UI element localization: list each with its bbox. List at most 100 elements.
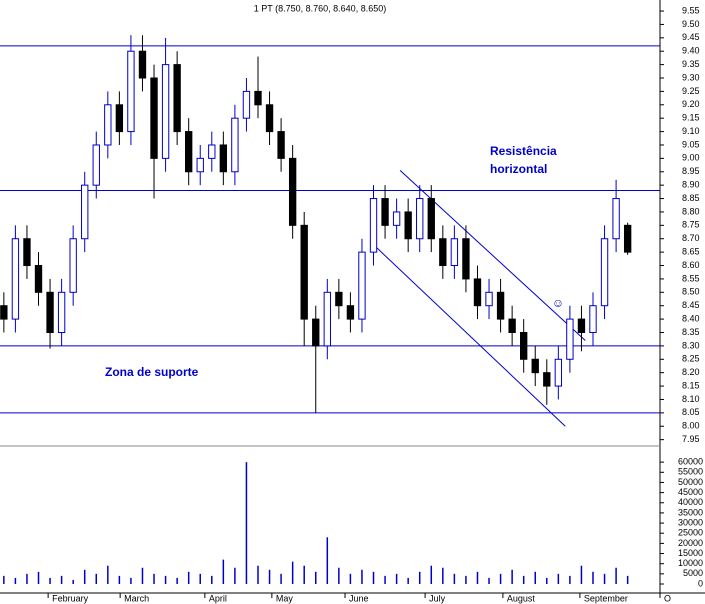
candle-body (11, 238, 20, 320)
candle-body (127, 50, 135, 133)
x-tick-label: July (429, 593, 446, 603)
y-tick-label: 8.95 (682, 166, 700, 176)
candle-body (300, 224, 308, 320)
candle-body (600, 238, 609, 307)
candle-body (566, 318, 574, 360)
x-tick-label: June (349, 593, 369, 603)
y-tick-label: 9.50 (682, 19, 700, 29)
candle-body (508, 318, 516, 333)
annotation: ☺ (552, 296, 564, 310)
candle-body (462, 238, 470, 280)
y-tick-label: 8.80 (682, 206, 700, 216)
chart-title: 1 PT (8.750, 8.760, 8.640, 8.650) (254, 3, 386, 13)
y-tick-label: 9.05 (682, 139, 700, 149)
y-tick-label: 9.15 (682, 113, 700, 123)
volume-tick-label: 40000 (678, 497, 703, 507)
candle-body (161, 64, 170, 159)
volume-tick-label: 5000 (683, 568, 703, 578)
volume-tick-label: 60000 (678, 457, 703, 467)
y-tick-label: 8.45 (682, 300, 700, 310)
y-tick-label: 8.50 (682, 287, 700, 297)
y-tick-label: 8.25 (682, 354, 700, 364)
candle-body (450, 238, 459, 267)
candle-body (404, 211, 412, 240)
y-tick-label: 8.75 (682, 220, 700, 230)
volume-tick-label: 15000 (678, 548, 703, 558)
candle-body (277, 131, 285, 159)
y-tick-label: 8.40 (682, 313, 700, 323)
candle-body (81, 184, 89, 240)
y-tick-label: 9.10 (682, 126, 700, 136)
volume-tick-label: 0 (698, 578, 703, 588)
x-tick-label: March (124, 593, 149, 603)
y-tick-label: 8.70 (682, 233, 700, 243)
y-tick-label: 8.30 (682, 340, 700, 350)
candle-body (46, 291, 54, 333)
x-tick-label: February (52, 593, 89, 603)
y-tick-label: 8.60 (682, 260, 700, 270)
candle-body (392, 211, 401, 226)
y-tick-label: 8.15 (682, 380, 700, 390)
candle-body (623, 224, 632, 253)
candle-body (312, 318, 320, 347)
y-tick-label: 9.20 (682, 99, 700, 109)
candle-body (231, 117, 239, 173)
candle-body (520, 331, 528, 360)
candle-body (381, 198, 389, 226)
candle-body (335, 291, 343, 307)
volume-tick-label: 25000 (678, 528, 703, 538)
y-tick-label: 9.35 (682, 59, 700, 69)
annotation: horizontal (490, 162, 547, 176)
candle-body (173, 64, 181, 133)
candle-body (196, 157, 204, 173)
y-tick-label: 8.90 (682, 180, 700, 190)
y-tick-label: 9.45 (682, 32, 700, 42)
y-tick-label: 8.35 (682, 327, 700, 337)
volume-tick-label: 10000 (678, 558, 703, 568)
candle-body (485, 291, 493, 307)
candle-body (150, 77, 158, 159)
y-tick-label: 8.10 (682, 394, 700, 404)
candle-body (0, 305, 8, 320)
candle-body (554, 358, 563, 387)
y-tick-label: 7.95 (682, 434, 700, 444)
candle-body (531, 358, 539, 374)
candle-body (115, 104, 124, 133)
y-tick-label: 8.05 (682, 407, 700, 417)
candle-body (57, 291, 66, 333)
candle-body (254, 90, 262, 106)
y-tick-label: 8.65 (682, 247, 700, 257)
candle-body (34, 265, 43, 293)
annotation: Zona de suporte (105, 365, 199, 379)
volume-tick-label: 35000 (678, 507, 703, 517)
candle-body (427, 198, 435, 240)
candle-body (288, 157, 297, 226)
candle-body (612, 198, 620, 240)
candle-body (92, 144, 100, 186)
candle-body (242, 90, 251, 119)
candle-body (69, 238, 77, 293)
y-tick-label: 9.25 (682, 86, 700, 96)
candle-body (219, 144, 228, 173)
annotation: Resistência (490, 144, 557, 158)
volume-tick-label: 30000 (678, 517, 703, 527)
candle-body (473, 278, 482, 307)
candle-body (104, 104, 112, 146)
volume-tick-label: 45000 (678, 487, 703, 497)
candle-body (369, 198, 378, 253)
y-tick-label: 9.55 (682, 5, 700, 15)
candle-body (138, 50, 147, 79)
volume-tick-label: 50000 (678, 477, 703, 487)
candle-body (543, 372, 551, 387)
candle-body (23, 238, 31, 267)
y-tick-label: 8.55 (682, 273, 700, 283)
y-tick-label: 8.20 (682, 367, 700, 377)
y-tick-label: 9.30 (682, 72, 700, 82)
candle-body (265, 104, 274, 133)
x-tick-label: August (507, 593, 536, 603)
candle-body (358, 251, 366, 320)
candle-body (346, 305, 355, 320)
candle-body (323, 291, 331, 347)
